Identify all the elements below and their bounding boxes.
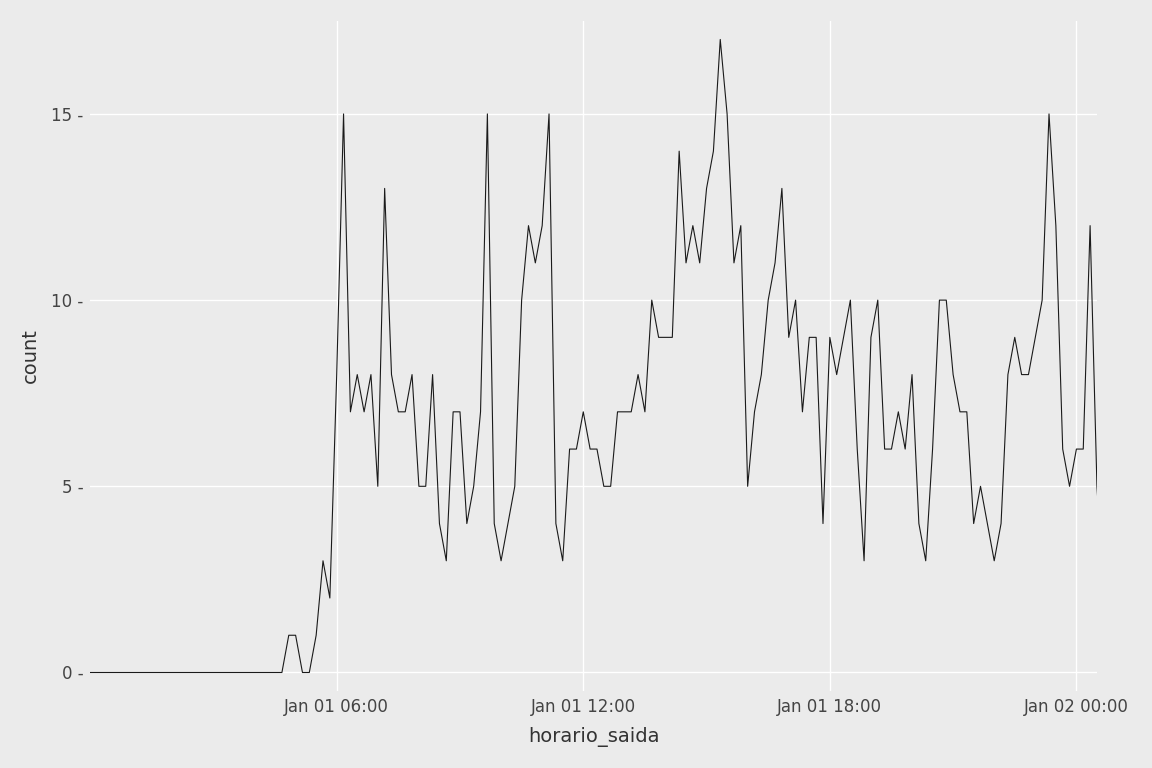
Y-axis label: count: count <box>21 329 40 383</box>
X-axis label: horario_saida: horario_saida <box>528 727 659 747</box>
